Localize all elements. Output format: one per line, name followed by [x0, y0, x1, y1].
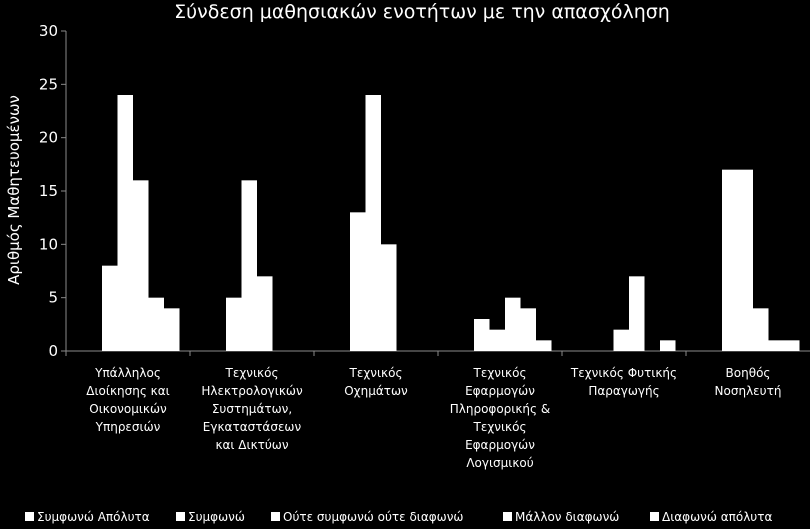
legend-label: Μάλλον διαφωνώ [515, 510, 619, 524]
bar [474, 319, 490, 351]
bar [257, 276, 273, 351]
bar [768, 340, 784, 351]
y-tick-label: 0 [48, 342, 58, 360]
bar [381, 244, 397, 351]
bar [629, 276, 645, 351]
bar [489, 329, 505, 351]
y-ticks: 0 5 10 15 20 25 30 [39, 22, 66, 360]
bar [536, 340, 552, 351]
x-tick-label: Τεχνικός Φυτικής Παραγωγής [570, 366, 677, 398]
bar [241, 180, 257, 351]
x-tick-label: Τεχνικός Εφαρμογών Πληροφορικής & Τεχνικός Ε… [450, 366, 551, 470]
legend-label: Συμφωνώ Απόλυτα [37, 510, 150, 524]
bar [737, 169, 753, 351]
chart-title: Σύνδεση μαθησιακών ενοτήτων με την απασχ… [174, 1, 670, 23]
y-tick-label: 20 [39, 129, 58, 147]
bar [784, 340, 800, 351]
x-tick-label: Βοηθός Νοσηλευτή [715, 366, 782, 398]
bar [102, 265, 118, 351]
legend-swatch [650, 512, 659, 521]
legend-swatch [503, 512, 512, 521]
bar [164, 308, 180, 351]
y-axis-label: Αριθμός Μαθητευομένων [5, 95, 23, 285]
y-tick-label: 5 [48, 289, 58, 307]
y-tick-label: 25 [39, 75, 58, 93]
legend-label: Συμφωνώ [188, 510, 245, 524]
x-tick-label: Υπάλληλος Διοίκησης και Οικονομικών Υπηρεσι… [86, 366, 169, 434]
bar [520, 308, 536, 351]
y-tick-label: 15 [39, 182, 58, 200]
y-tick-label: 10 [39, 235, 58, 253]
bar [365, 95, 381, 351]
legend-swatch [271, 512, 280, 521]
bar [613, 329, 629, 351]
bar [753, 308, 769, 351]
bar [660, 340, 676, 351]
bar [117, 95, 133, 351]
bars [102, 95, 800, 351]
bar [505, 297, 521, 351]
legend-swatch [25, 512, 34, 521]
bar [350, 212, 366, 351]
bar [722, 169, 738, 351]
y-tick-label: 30 [39, 22, 58, 40]
bar [226, 297, 242, 351]
category-labels: Υπάλληλος Διοίκησης και Οικονομικών Υπηρεσι… [65, 351, 782, 470]
legend-label: Ούτε συμφωνώ ούτε διαφωνώ [283, 510, 463, 524]
x-tick-label: Τεχνικός Οχημάτων [344, 366, 408, 398]
legend: Συμφωνώ Απόλυτα Συμφωνώ Ούτε συμφωνώ ούτε … [25, 510, 772, 524]
axes [65, 31, 810, 352]
x-tick-label: Τεχνικός Ηλεκτρολογικών Συστημάτων, Εγκατασ… [201, 366, 303, 452]
bar [148, 297, 164, 351]
bar [133, 180, 149, 351]
legend-label: Διαφωνώ απόλυτα [662, 510, 772, 524]
legend-swatch [176, 512, 185, 521]
